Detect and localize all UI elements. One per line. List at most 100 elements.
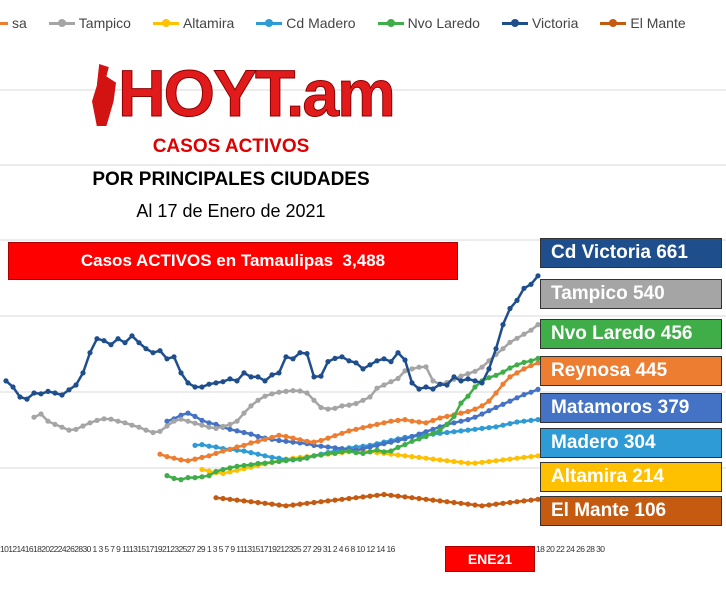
data-point xyxy=(206,443,212,449)
data-point xyxy=(241,410,247,416)
data-point xyxy=(129,422,135,428)
legend-swatch-icon xyxy=(377,17,404,29)
data-point xyxy=(311,397,317,403)
data-point xyxy=(171,418,177,424)
data-point xyxy=(367,423,373,429)
x-axis-tick-labels: 1012141618202224262830 1 3 5 7 9 1113151… xyxy=(0,544,395,554)
data-point xyxy=(66,387,72,393)
data-point xyxy=(500,422,506,428)
data-point xyxy=(395,444,401,450)
data-point xyxy=(234,418,240,424)
data-point xyxy=(269,372,275,378)
data-point xyxy=(262,378,268,384)
data-point xyxy=(304,438,310,444)
data-point xyxy=(199,422,205,428)
data-point xyxy=(430,426,436,432)
data-point xyxy=(318,443,324,449)
data-point xyxy=(248,374,254,380)
data-point xyxy=(409,454,415,460)
data-point xyxy=(507,305,513,312)
data-point xyxy=(479,503,485,509)
data-point xyxy=(241,370,247,376)
data-point xyxy=(381,449,387,455)
data-point xyxy=(451,374,457,380)
data-point xyxy=(269,459,275,465)
data-point xyxy=(528,363,534,369)
city-label-box: El Mante 106 xyxy=(540,496,722,526)
data-point xyxy=(241,498,247,504)
data-point xyxy=(458,428,464,434)
data-point xyxy=(521,359,527,365)
data-point xyxy=(493,424,499,430)
legend-swatch-icon xyxy=(256,17,283,29)
data-point xyxy=(507,398,513,404)
x-axis-tick-labels-2: 18 20 22 24 26 28 30 xyxy=(536,544,605,554)
data-point xyxy=(521,285,527,291)
data-point xyxy=(430,430,436,436)
data-point xyxy=(332,433,338,439)
data-point xyxy=(255,374,261,380)
data-point xyxy=(374,385,380,391)
series-tampico xyxy=(31,322,541,436)
data-point xyxy=(381,382,387,388)
city-label-box: Reynosa 445 xyxy=(540,356,722,386)
data-point xyxy=(325,435,331,441)
data-point xyxy=(514,297,520,303)
data-point xyxy=(458,500,464,506)
data-point xyxy=(80,423,86,429)
legend-label: Altamira xyxy=(182,15,235,31)
data-point xyxy=(528,281,534,287)
data-point xyxy=(122,340,128,346)
data-point xyxy=(227,376,233,382)
data-point xyxy=(416,419,422,425)
data-point xyxy=(276,432,282,438)
data-point xyxy=(444,382,450,388)
series-victoria xyxy=(3,273,541,402)
data-point xyxy=(297,501,303,507)
data-point xyxy=(283,458,289,464)
data-point xyxy=(507,456,513,462)
data-point xyxy=(234,463,240,469)
data-point xyxy=(444,458,450,464)
legend-label: Victoria xyxy=(531,15,579,31)
series-nvo-laredo xyxy=(164,355,541,483)
data-point xyxy=(381,441,387,447)
data-point xyxy=(269,454,275,460)
data-point xyxy=(451,420,457,426)
data-point xyxy=(332,450,338,456)
data-point xyxy=(276,389,282,395)
legend-item: Victoria xyxy=(501,15,579,31)
data-point xyxy=(493,346,499,352)
data-point xyxy=(38,411,44,417)
data-point xyxy=(143,427,149,433)
data-point xyxy=(465,427,471,433)
data-point xyxy=(199,454,205,460)
data-point xyxy=(31,414,37,420)
data-point xyxy=(115,336,121,342)
data-point xyxy=(241,462,247,469)
data-point xyxy=(416,431,422,437)
data-point xyxy=(304,500,310,506)
data-point xyxy=(87,350,93,356)
data-point xyxy=(535,417,541,423)
data-point xyxy=(276,502,282,508)
data-point xyxy=(535,386,541,392)
data-point xyxy=(507,339,513,345)
data-point xyxy=(395,493,401,499)
data-point xyxy=(318,437,324,444)
data-point xyxy=(234,467,240,473)
data-point xyxy=(171,455,177,461)
data-point xyxy=(409,438,415,444)
series-layer xyxy=(3,273,541,509)
data-point xyxy=(262,460,268,466)
data-point xyxy=(423,429,429,435)
data-point xyxy=(535,273,541,279)
data-point xyxy=(164,454,170,460)
data-point xyxy=(444,499,450,505)
data-point xyxy=(360,494,366,500)
data-point xyxy=(346,448,352,454)
data-point xyxy=(290,388,296,394)
series-matamoros xyxy=(164,386,541,453)
data-point xyxy=(248,450,254,456)
data-point xyxy=(227,421,233,427)
